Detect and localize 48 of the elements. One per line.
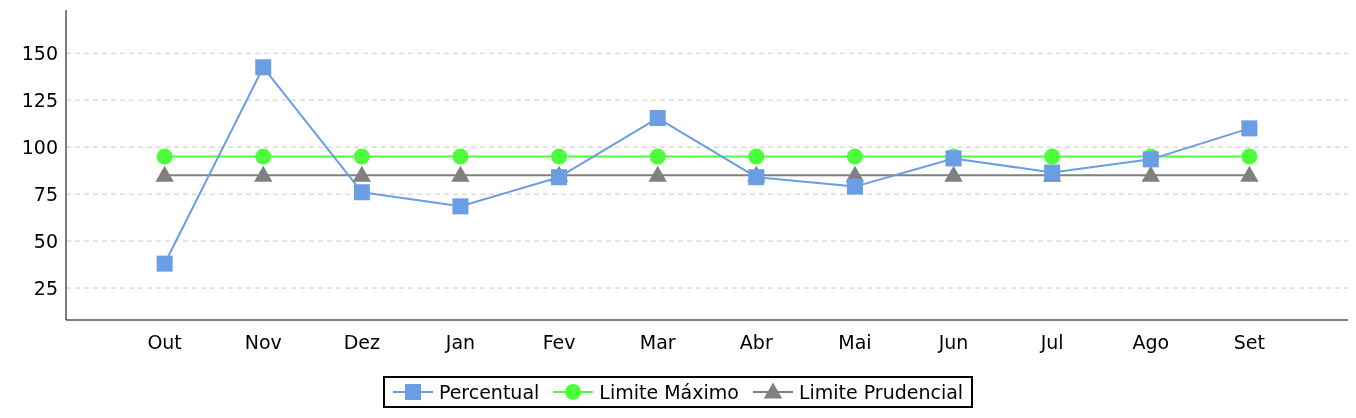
point (353, 148, 370, 165)
x-tick-label: Dez (343, 331, 381, 354)
point (1241, 120, 1258, 137)
point (452, 198, 469, 215)
point (452, 148, 469, 165)
point (1044, 148, 1061, 165)
point (1141, 165, 1160, 182)
point (156, 255, 173, 272)
x-tick-label: Set (1233, 331, 1265, 354)
point (255, 148, 272, 165)
x-tick-label: Jan (444, 331, 476, 354)
x-tick-label: Out (147, 331, 182, 354)
point (1241, 148, 1258, 165)
point (649, 110, 666, 127)
point (551, 169, 568, 186)
point (748, 169, 765, 186)
y-tick-label: 100 (21, 135, 58, 158)
y-tick-label: 75 (33, 182, 58, 205)
legend-label: Limite Prudencial (798, 381, 964, 403)
legend-label: Limite Máximo (599, 381, 739, 403)
y-tick-label: 125 (21, 88, 58, 111)
x-tick-label: Nov (244, 331, 282, 354)
x-tick-label: Ago (1132, 331, 1170, 354)
point (155, 165, 174, 182)
y-tick-label: 50 (33, 229, 58, 252)
point (353, 184, 370, 201)
y-tick-label: 25 (33, 276, 58, 299)
legend-label: Percentual (438, 381, 540, 403)
point (352, 165, 372, 182)
point (254, 165, 273, 182)
point (451, 165, 470, 182)
point (551, 148, 568, 165)
x-tick-label: Mar (639, 331, 676, 354)
x-tick-label: Fev (542, 331, 576, 354)
y-tick-label: 150 (21, 41, 58, 64)
point (649, 148, 666, 165)
x-tick-label: Abr (739, 331, 773, 354)
point (944, 165, 963, 182)
point (748, 148, 765, 165)
x-tick-label: Jun (937, 331, 969, 354)
point (156, 148, 173, 165)
point (648, 165, 667, 182)
point (1240, 165, 1259, 182)
point (255, 59, 272, 76)
point (846, 178, 863, 195)
point (846, 148, 863, 165)
x-tick-label: Jul (1039, 331, 1064, 354)
x-tick-label: Mai (838, 331, 872, 354)
